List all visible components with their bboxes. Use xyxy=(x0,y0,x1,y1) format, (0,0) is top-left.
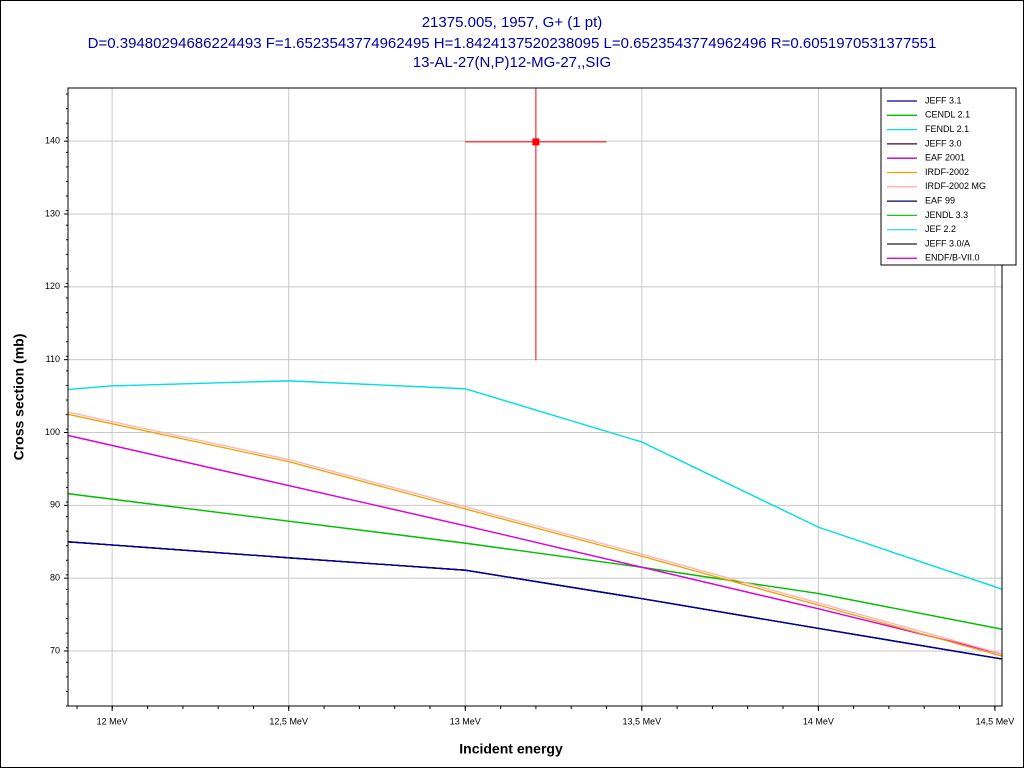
series-line xyxy=(68,434,1002,655)
legend-label: JEFF 3.1 xyxy=(925,95,962,105)
legend-label: CENDL 2.1 xyxy=(925,110,970,120)
x-tick-label: 14 MeV xyxy=(803,716,834,726)
x-tick-label: 13 MeV xyxy=(450,716,481,726)
plot-border xyxy=(67,87,1003,707)
series-line xyxy=(68,413,1002,657)
y-tick-label: 110 xyxy=(46,354,60,364)
series-line xyxy=(68,541,1002,660)
y-tick-label: 70 xyxy=(50,645,60,655)
legend-label: ENDF/B-VII.0 xyxy=(925,253,980,263)
series-line xyxy=(68,380,1002,590)
legend-label: JEFF 3.0/A xyxy=(925,238,970,248)
legend-label: JEFF 3.0 xyxy=(925,138,962,148)
series-line xyxy=(68,411,1002,655)
legend-label: JENDL 3.3 xyxy=(925,210,968,220)
legend-label: IRDF-2002 MG xyxy=(925,181,986,191)
plot-area xyxy=(68,88,1002,706)
data-point xyxy=(532,138,540,146)
y-tick-label: 90 xyxy=(50,500,60,510)
y-tick-label: 120 xyxy=(45,281,60,291)
y-tick-label: 100 xyxy=(45,427,60,437)
legend-label: FENDL 2.1 xyxy=(925,124,969,134)
y-tick-label: 80 xyxy=(50,573,60,583)
legend-label: EAF 2001 xyxy=(925,153,965,163)
y-tick-label: 130 xyxy=(45,208,60,218)
x-tick-label: 13,5 MeV xyxy=(623,716,662,726)
x-tick-label: 12 MeV xyxy=(97,716,128,726)
plot-layer xyxy=(68,88,1002,660)
legend-label: IRDF-2002 xyxy=(925,167,969,177)
title-line: 13-AL-27(N,P)12-MG-27,,SIG xyxy=(413,54,611,71)
title-line: 21375.005, 1957, G+ (1 pt) xyxy=(422,14,603,31)
x-tick-label: 12,5 MeV xyxy=(269,716,308,726)
y-axis-label: Cross section (mb) xyxy=(11,334,27,461)
y-tick-label: 140 xyxy=(45,136,60,146)
x-tick-label: 14,5 MeV xyxy=(976,716,1015,726)
legend-label: EAF 99 xyxy=(925,195,955,205)
x-axis-label: Incident energy xyxy=(459,741,563,757)
legend-box xyxy=(880,87,1017,266)
legend-label: JEF 2.2 xyxy=(925,224,956,234)
title-line: D=0.39480294686224493 F=1.65235437749624… xyxy=(88,35,937,52)
